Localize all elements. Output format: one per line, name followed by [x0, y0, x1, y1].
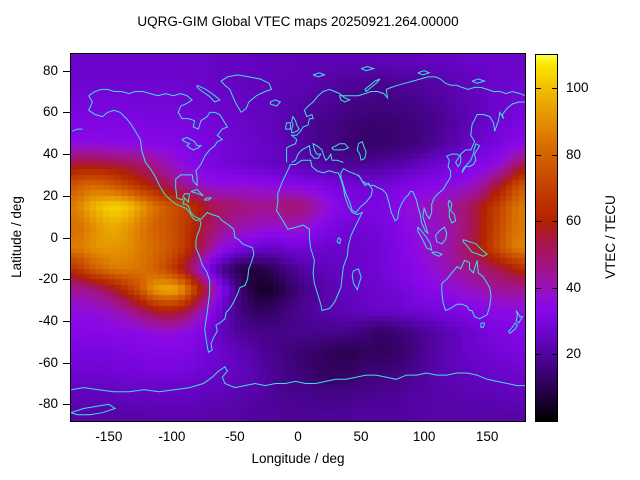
y-tick-mark — [63, 71, 70, 72]
coastline-path — [340, 168, 373, 214]
x-tick-label: -150 — [95, 429, 123, 444]
coastline-path — [447, 199, 457, 224]
x-tick-label: -50 — [225, 429, 245, 444]
coastline-path — [431, 251, 443, 257]
coastline-path — [203, 197, 213, 201]
colorbar-tick-mark — [536, 354, 541, 355]
coastline-path — [220, 74, 273, 113]
coastline-path — [336, 237, 342, 245]
y-tick-mark — [63, 321, 70, 322]
y-tick-mark — [63, 238, 70, 239]
y-tick-label: -40 — [38, 312, 58, 328]
colorbar-tick-mark — [552, 88, 557, 89]
coastline-path — [291, 142, 344, 163]
x-tick-label: 150 — [475, 429, 499, 444]
coastline-path — [269, 99, 282, 107]
y-tick-mark — [63, 363, 70, 364]
coastline-path — [291, 115, 300, 134]
coastline-path — [358, 101, 525, 235]
colorbar-tick-mark — [536, 155, 541, 156]
y-tick-label: 20 — [42, 187, 58, 203]
x-axis-label: Longitude / deg — [251, 451, 345, 466]
coastline-path — [71, 403, 117, 416]
x-tick-label: -100 — [158, 429, 186, 444]
plot-title: UQRG-GIM Global VTEC maps 20250921.264.0… — [137, 14, 459, 29]
coastline-path — [196, 84, 221, 103]
y-tick-label: 60 — [42, 104, 58, 120]
coastline-overlay — [71, 65, 525, 416]
coastline-path — [181, 136, 203, 151]
colorbar-tick-mark — [536, 88, 541, 89]
colorbar-tick-mark — [552, 288, 557, 289]
coastline-path — [286, 76, 525, 163]
coastline-path — [480, 322, 486, 328]
coastline-path — [356, 140, 367, 161]
y-tick-label: 0 — [50, 229, 58, 245]
y-tick-label: -20 — [38, 271, 58, 287]
colorbar-tick-mark — [536, 221, 541, 222]
coastline-path — [417, 70, 431, 76]
coastline-path — [312, 72, 326, 78]
colorbar-tick-label: 20 — [566, 346, 582, 362]
colorbar-label: VTEC / TECU — [603, 195, 618, 279]
colorbar — [535, 54, 558, 422]
y-tick-mark — [63, 154, 70, 155]
coastline-path — [351, 268, 362, 291]
x-tick-label: 100 — [412, 429, 436, 444]
colorbar-gradient-canvas — [536, 55, 557, 421]
coastline-path — [331, 143, 350, 151]
y-tick-label: -80 — [38, 396, 58, 412]
y-tick-mark — [63, 279, 70, 280]
coastline-path — [284, 122, 291, 130]
colorbar-tick-label: 40 — [566, 279, 582, 295]
coastline-path — [364, 78, 381, 93]
colorbar-tick-label: 100 — [566, 80, 589, 96]
colorbar-tick-mark — [552, 155, 557, 156]
y-tick-mark — [63, 196, 70, 197]
coastline-path — [88, 88, 229, 222]
colorbar-tick-mark — [552, 221, 557, 222]
coastline-path — [441, 259, 492, 320]
coastline-path — [71, 366, 525, 393]
coastline-path — [515, 310, 524, 324]
coastline-path — [507, 322, 519, 335]
x-tick-label: 0 — [294, 429, 302, 444]
colorbar-tick-mark — [552, 354, 557, 355]
y-tick-label: 80 — [42, 62, 58, 78]
coastline-path — [471, 78, 487, 84]
coastline-path — [461, 143, 481, 174]
coastline-path — [462, 239, 489, 257]
coastline-path — [276, 159, 364, 312]
coastline-path — [195, 211, 255, 353]
colorbar-tick-mark — [536, 288, 541, 289]
plot-area — [70, 53, 526, 422]
y-tick-label: 40 — [42, 146, 58, 162]
coastline-path — [360, 65, 376, 72]
y-tick-label: -60 — [38, 354, 58, 370]
y-tick-mark — [63, 404, 70, 405]
coastline-path — [190, 188, 204, 197]
coastline-path — [72, 128, 83, 132]
y-tick-mark — [63, 112, 70, 113]
vtec-heatmap-canvas — [71, 54, 525, 421]
x-tick-label: 50 — [353, 429, 369, 444]
colorbar-tick-label: 80 — [566, 146, 582, 162]
coastline-path — [417, 226, 433, 251]
coastline-path — [435, 226, 448, 245]
colorbar-tick-label: 60 — [566, 213, 582, 229]
